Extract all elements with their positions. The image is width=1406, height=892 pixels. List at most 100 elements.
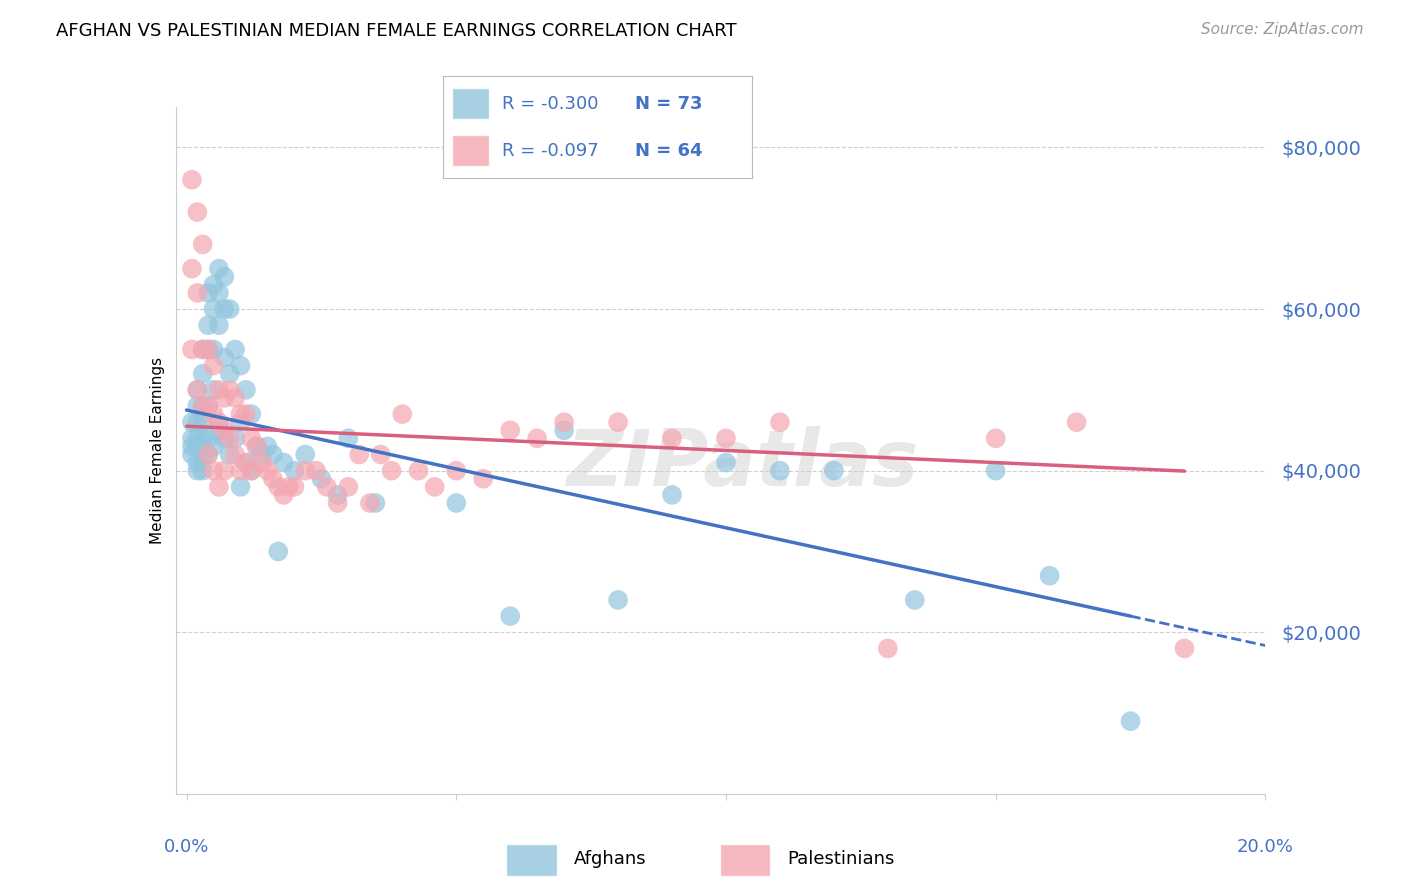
Point — [214, 464, 236, 478]
Point — [337, 431, 360, 445]
Point — [202, 359, 225, 373]
Point — [202, 343, 225, 357]
Point — [214, 431, 236, 445]
Point — [186, 431, 208, 445]
Point — [197, 343, 219, 357]
Point — [326, 496, 349, 510]
Point — [240, 464, 263, 478]
Point — [229, 359, 252, 373]
Point — [305, 464, 328, 478]
Point — [423, 480, 446, 494]
Point — [197, 431, 219, 445]
Y-axis label: Median Female Earnings: Median Female Earnings — [149, 357, 165, 544]
Point — [208, 383, 231, 397]
Point — [191, 464, 214, 478]
Text: N = 73: N = 73 — [634, 95, 702, 112]
Point — [202, 464, 225, 478]
Point — [984, 464, 1007, 478]
Point — [714, 456, 737, 470]
Point — [186, 383, 208, 397]
Point — [315, 480, 337, 494]
Point — [191, 448, 214, 462]
Point — [218, 383, 240, 397]
Point — [294, 448, 316, 462]
Point — [273, 456, 295, 470]
Point — [262, 448, 284, 462]
Point — [553, 415, 575, 429]
Point — [218, 431, 240, 445]
Point — [553, 423, 575, 437]
Point — [208, 480, 231, 494]
Point — [197, 448, 219, 462]
Point — [214, 391, 236, 405]
Point — [208, 318, 231, 333]
Text: R = -0.300: R = -0.300 — [502, 95, 598, 112]
Point — [186, 456, 208, 470]
Point — [823, 464, 845, 478]
Point — [984, 431, 1007, 445]
Text: N = 64: N = 64 — [634, 142, 702, 160]
Point — [229, 407, 252, 421]
Point — [661, 488, 683, 502]
Point — [273, 488, 295, 502]
Point — [191, 399, 214, 413]
Point — [240, 407, 263, 421]
Point — [364, 496, 387, 510]
Point — [186, 399, 208, 413]
Point — [181, 261, 204, 276]
Point — [1119, 714, 1142, 728]
Point — [186, 285, 208, 300]
Point — [235, 407, 257, 421]
Point — [246, 439, 269, 453]
Point — [526, 431, 548, 445]
Point — [769, 415, 792, 429]
Point — [218, 301, 240, 316]
Text: Source: ZipAtlas.com: Source: ZipAtlas.com — [1201, 22, 1364, 37]
Point — [1039, 568, 1062, 582]
Point — [202, 407, 225, 421]
Point — [191, 343, 214, 357]
Point — [267, 480, 290, 494]
Point — [181, 448, 204, 462]
Point — [262, 472, 284, 486]
Point — [202, 277, 225, 292]
Point — [267, 544, 290, 558]
Point — [186, 464, 208, 478]
Bar — [453, 88, 489, 119]
Point — [214, 351, 236, 365]
Point — [224, 391, 246, 405]
Point — [186, 383, 208, 397]
Point — [904, 593, 927, 607]
Point — [202, 383, 225, 397]
Point — [235, 383, 257, 397]
Point — [240, 464, 263, 478]
Point — [197, 399, 219, 413]
Point — [191, 399, 214, 413]
Point — [191, 237, 214, 252]
Point — [326, 488, 349, 502]
Point — [370, 448, 392, 462]
Point — [1066, 415, 1088, 429]
Point — [224, 343, 246, 357]
Point — [181, 415, 204, 429]
Point — [256, 439, 278, 453]
Point — [186, 205, 208, 219]
Point — [283, 464, 305, 478]
Point — [181, 439, 204, 453]
Text: R = -0.097: R = -0.097 — [502, 142, 599, 160]
Point — [359, 496, 381, 510]
Point — [714, 431, 737, 445]
Point — [240, 431, 263, 445]
Point — [769, 464, 792, 478]
Point — [607, 415, 630, 429]
Point — [235, 456, 257, 470]
Point — [191, 415, 214, 429]
Point — [197, 399, 219, 413]
Bar — [720, 844, 770, 876]
Point — [229, 480, 252, 494]
Point — [208, 423, 231, 437]
Point — [181, 431, 204, 445]
Point — [208, 261, 231, 276]
Point — [876, 641, 898, 656]
Point — [224, 431, 246, 445]
